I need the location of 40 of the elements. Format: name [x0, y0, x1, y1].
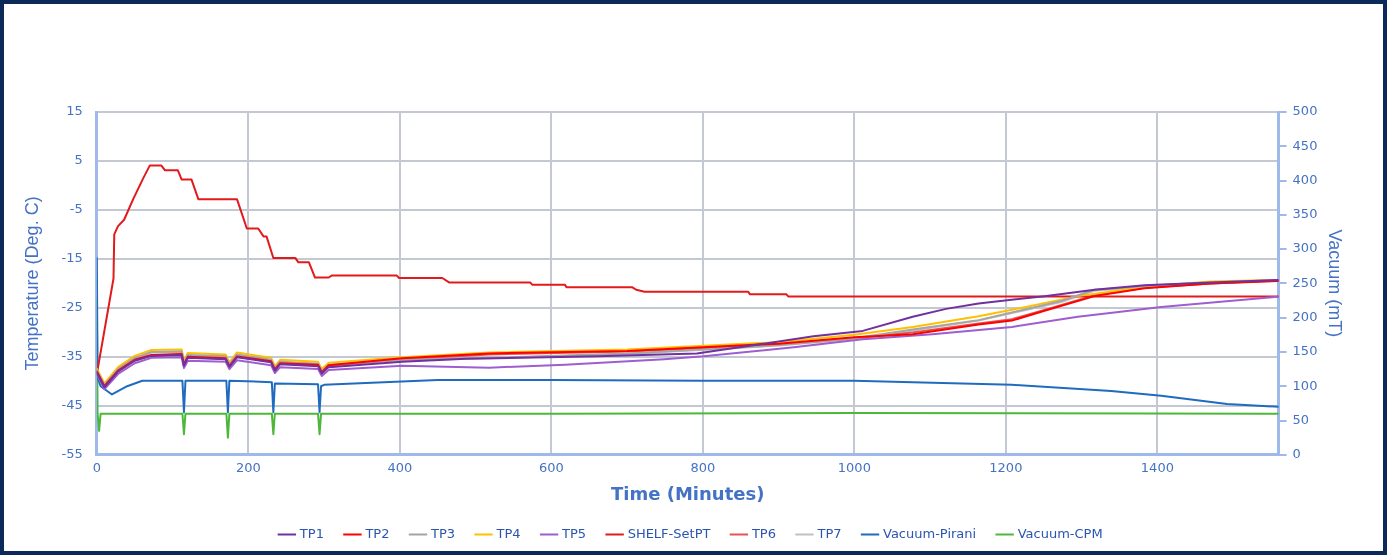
legend-label: Vacuum-CPM — [1017, 525, 1103, 541]
y2-tick-label: 350 — [1292, 206, 1318, 222]
y2-tick-label: 200 — [1292, 309, 1318, 325]
y2-tick-label: 500 — [1292, 103, 1318, 119]
x-tick-label: 1000 — [837, 459, 871, 475]
y-tick-label: -25 — [61, 299, 83, 315]
y2-tick-label: 300 — [1292, 240, 1318, 256]
x-tick-label: 200 — [235, 459, 261, 475]
y2-tick-label: 150 — [1292, 343, 1318, 359]
y2-tick-label: 0 — [1292, 446, 1301, 462]
legend-label: TP7 — [816, 525, 842, 541]
y-tick-label: -55 — [61, 446, 83, 462]
x-tick-label: 0 — [92, 459, 101, 475]
x-axis-title: Time (Minutes) — [611, 482, 765, 504]
legend-label: TP4 — [495, 525, 521, 541]
legend-label: TP3 — [429, 525, 456, 541]
x-tick-label: 400 — [387, 459, 413, 475]
x-tick-label: 1200 — [989, 459, 1023, 475]
y-tick-label: 15 — [66, 103, 83, 119]
y-tick-label: 5 — [74, 152, 83, 168]
x-tick-label: 1400 — [1140, 459, 1174, 475]
y2-tick-label: 450 — [1292, 137, 1318, 153]
y-axis-title: Temperature (Deg. C) — [21, 196, 42, 371]
legend-label: TP5 — [561, 525, 587, 541]
x-tick-label: 800 — [690, 459, 716, 475]
y-tick-label: -35 — [61, 348, 83, 364]
x-tick-label: 600 — [538, 459, 564, 475]
y-tick-label: -15 — [61, 250, 83, 266]
legend-label: TP1 — [298, 525, 324, 541]
y2-tick-label: 50 — [1292, 411, 1310, 427]
y-tick-label: -45 — [61, 397, 83, 413]
y2-tick-label: 100 — [1292, 377, 1318, 393]
y-tick-label: -5 — [69, 201, 83, 217]
legend-label: Vacuum-Pirani — [883, 525, 977, 541]
y2-tick-label: 250 — [1292, 274, 1318, 290]
legend-label: SHELF-SetPT — [627, 525, 711, 541]
y2-axis-title: Vacuum (mT) — [1325, 229, 1346, 338]
y2-tick-label: 400 — [1292, 171, 1318, 187]
legend-label: TP2 — [364, 525, 390, 541]
legend-label: TP6 — [750, 525, 776, 541]
